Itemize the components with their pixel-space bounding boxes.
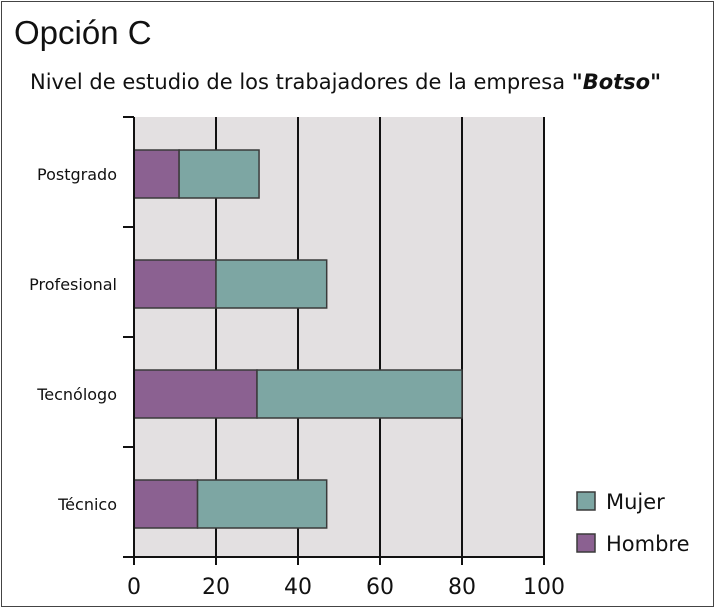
- x-tick-label: 100: [523, 575, 565, 600]
- category-label: Postgrado: [37, 165, 117, 184]
- legend-swatch-mujer: [576, 491, 596, 511]
- chart-title: Nivel de estudio de los trabajadores de …: [30, 70, 661, 94]
- x-tick-labels: 0 20 40 60 80 100: [127, 575, 565, 600]
- chart-title-text: Nivel de estudio de los trabajadores de …: [30, 70, 572, 94]
- bar-tecnólogo-mujer: [256, 369, 463, 419]
- x-tick-label: 80: [448, 575, 476, 600]
- category-label: Profesional: [29, 275, 117, 294]
- category-label: Tecnólogo: [36, 385, 117, 404]
- bar-técnico-mujer: [196, 479, 328, 529]
- legend-label-hombre: Hombre: [606, 532, 690, 556]
- category-label: Técnico: [57, 495, 117, 514]
- x-tick-label: 60: [366, 575, 394, 600]
- bar-profesional-hombre: [133, 259, 217, 309]
- category-labels: Postgrado Profesional Tecnólogo Técnico: [29, 165, 117, 514]
- bar-técnico-hombre: [133, 479, 199, 529]
- bar-profesional-mujer: [215, 259, 328, 309]
- bar-tecnólogo-hombre: [133, 369, 258, 419]
- option-title: Opción C: [14, 14, 152, 51]
- axes: [123, 116, 545, 565]
- bar-postgrado-hombre: [133, 149, 180, 199]
- bar-postgrado-mujer: [178, 149, 260, 199]
- legend-label-mujer: Mujer: [606, 490, 665, 514]
- chart-title-company: "Botso": [571, 70, 662, 94]
- x-tick-label: 0: [127, 575, 141, 600]
- bars: [133, 149, 463, 529]
- x-tick-label: 40: [284, 575, 312, 600]
- legend-swatch-hombre: [576, 533, 596, 553]
- x-tick-label: 20: [202, 575, 230, 600]
- legend: Mujer Hombre: [576, 490, 690, 556]
